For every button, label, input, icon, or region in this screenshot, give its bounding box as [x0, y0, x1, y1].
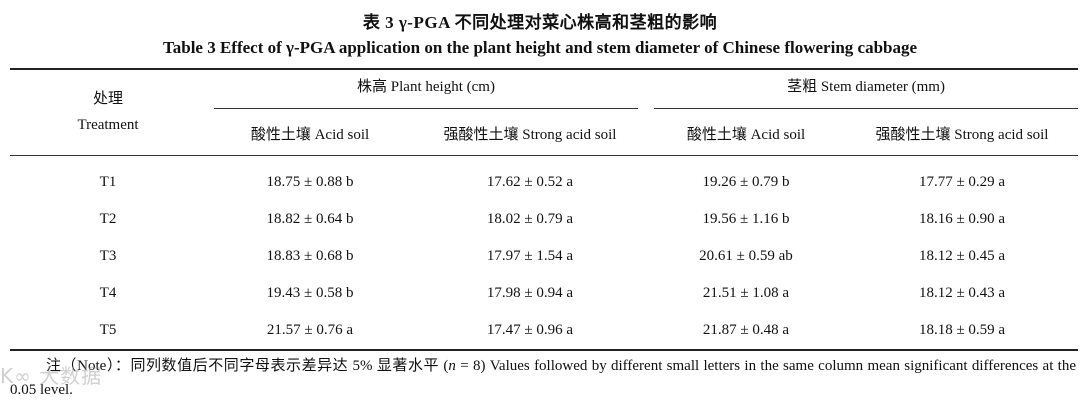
table-note: 注（Note）：同列数值后不同字母表示差异达 5% 显著水平 (n = 8) V… [10, 354, 1076, 402]
plant-height-acid-cell: 19.43 ± 0.58 b [266, 284, 354, 301]
plant-height-header: 株高 Plant height (cm) [206, 68, 646, 113]
stem-diameter-acid-cell: 20.61 ± 0.59 ab [699, 247, 793, 264]
table-row: T4 19.43 ± 0.58 b 17.98 ± 0.94 a 21.51 ±… [10, 275, 1078, 312]
table-title-english: Table 3 Effect of γ-PGA application on t… [162, 38, 918, 57]
table-row: T1 18.75 ± 0.88 b 17.62 ± 0.52 a 19.26 ±… [10, 155, 1078, 201]
plant-height-strong-cell: 18.02 ± 0.79 a [486, 210, 574, 227]
note-prefix: 注（Note）：同列数值后不同字母表示差异达 5% 显著水平 ( [46, 358, 449, 374]
plant-height-strong-cell: 17.98 ± 0.94 a [486, 284, 574, 301]
table-row: T2 18.82 ± 0.64 b 18.02 ± 0.79 a 19.56 ±… [10, 201, 1078, 238]
stem-diameter-acid-cell: 19.56 ± 1.16 b [702, 210, 790, 227]
stem-diameter-acid-cell: 19.26 ± 0.79 b [702, 173, 790, 190]
plant-height-strong-cell: 17.97 ± 1.54 a [486, 247, 574, 264]
treatment-header-cn: 处理 [92, 91, 123, 108]
stem-diameter-header: 茎粗 Stem diameter (mm) [646, 68, 1079, 113]
treatment-cell: T4 [99, 284, 117, 301]
treatment-cell: T1 [99, 173, 117, 190]
treatment-header-en: Treatment [77, 117, 139, 134]
note-body: = 8) Values followed by different small … [10, 358, 1076, 398]
treatment-cell: T2 [99, 210, 117, 227]
table-row: T5 21.57 ± 0.76 a 17.47 ± 0.96 a 21.87 ±… [10, 311, 1079, 351]
treatment-cell: T3 [99, 247, 117, 264]
stem-diameter-strong-cell: 18.12 ± 0.45 a [918, 247, 1006, 264]
plant-height-strong-cell: 17.62 ± 0.52 a [486, 173, 574, 190]
stem-diameter-acid-soil-header: 酸性土壤 Acid soil [646, 113, 846, 156]
treatment-cell: T5 [10, 311, 206, 351]
stem-diameter-acid-cell: 21.87 ± 0.48 a [646, 311, 846, 351]
stem-diameter-label: 茎粗 Stem diameter (mm) [654, 75, 1079, 109]
note-n-variable: n [448, 358, 456, 374]
plant-height-acid-cell: 18.82 ± 0.64 b [266, 210, 354, 227]
table-row: T3 18.83 ± 0.68 b 17.97 ± 1.54 a 20.61 ±… [10, 238, 1078, 275]
plant-height-acid-cell: 18.75 ± 0.88 b [266, 173, 354, 190]
stem-diameter-acid-cell: 21.51 ± 1.08 a [702, 284, 790, 301]
stem-diameter-strong-cell: 17.77 ± 0.29 a [918, 173, 1006, 190]
data-table: 处理 Treatment 株高 Plant height (cm) 茎粗 Ste… [10, 68, 1079, 351]
stem-diameter-strong-acid-soil-header: 强酸性土壤 Strong acid soil [846, 113, 1079, 156]
plant-height-strong-cell: 17.47 ± 0.96 a [414, 311, 646, 351]
plant-height-strong-acid-soil-header: 强酸性土壤 Strong acid soil [414, 113, 646, 156]
plant-height-acid-cell: 18.83 ± 0.68 b [266, 247, 354, 264]
plant-height-label: 株高 Plant height (cm) [214, 75, 638, 109]
stem-diameter-strong-cell: 18.16 ± 0.90 a [918, 210, 1006, 227]
plant-height-acid-soil-header: 酸性土壤 Acid soil [206, 113, 414, 156]
treatment-header: 处理 Treatment [10, 68, 206, 156]
plant-height-acid-cell: 21.57 ± 0.76 a [206, 311, 414, 351]
stem-diameter-strong-cell: 18.12 ± 0.43 a [918, 284, 1006, 301]
table-title-chinese: 表 3 γ-PGA 不同处理对菜心株高和茎粗的影响 [362, 13, 718, 32]
stem-diameter-strong-cell: 18.18 ± 0.59 a [846, 311, 1079, 351]
